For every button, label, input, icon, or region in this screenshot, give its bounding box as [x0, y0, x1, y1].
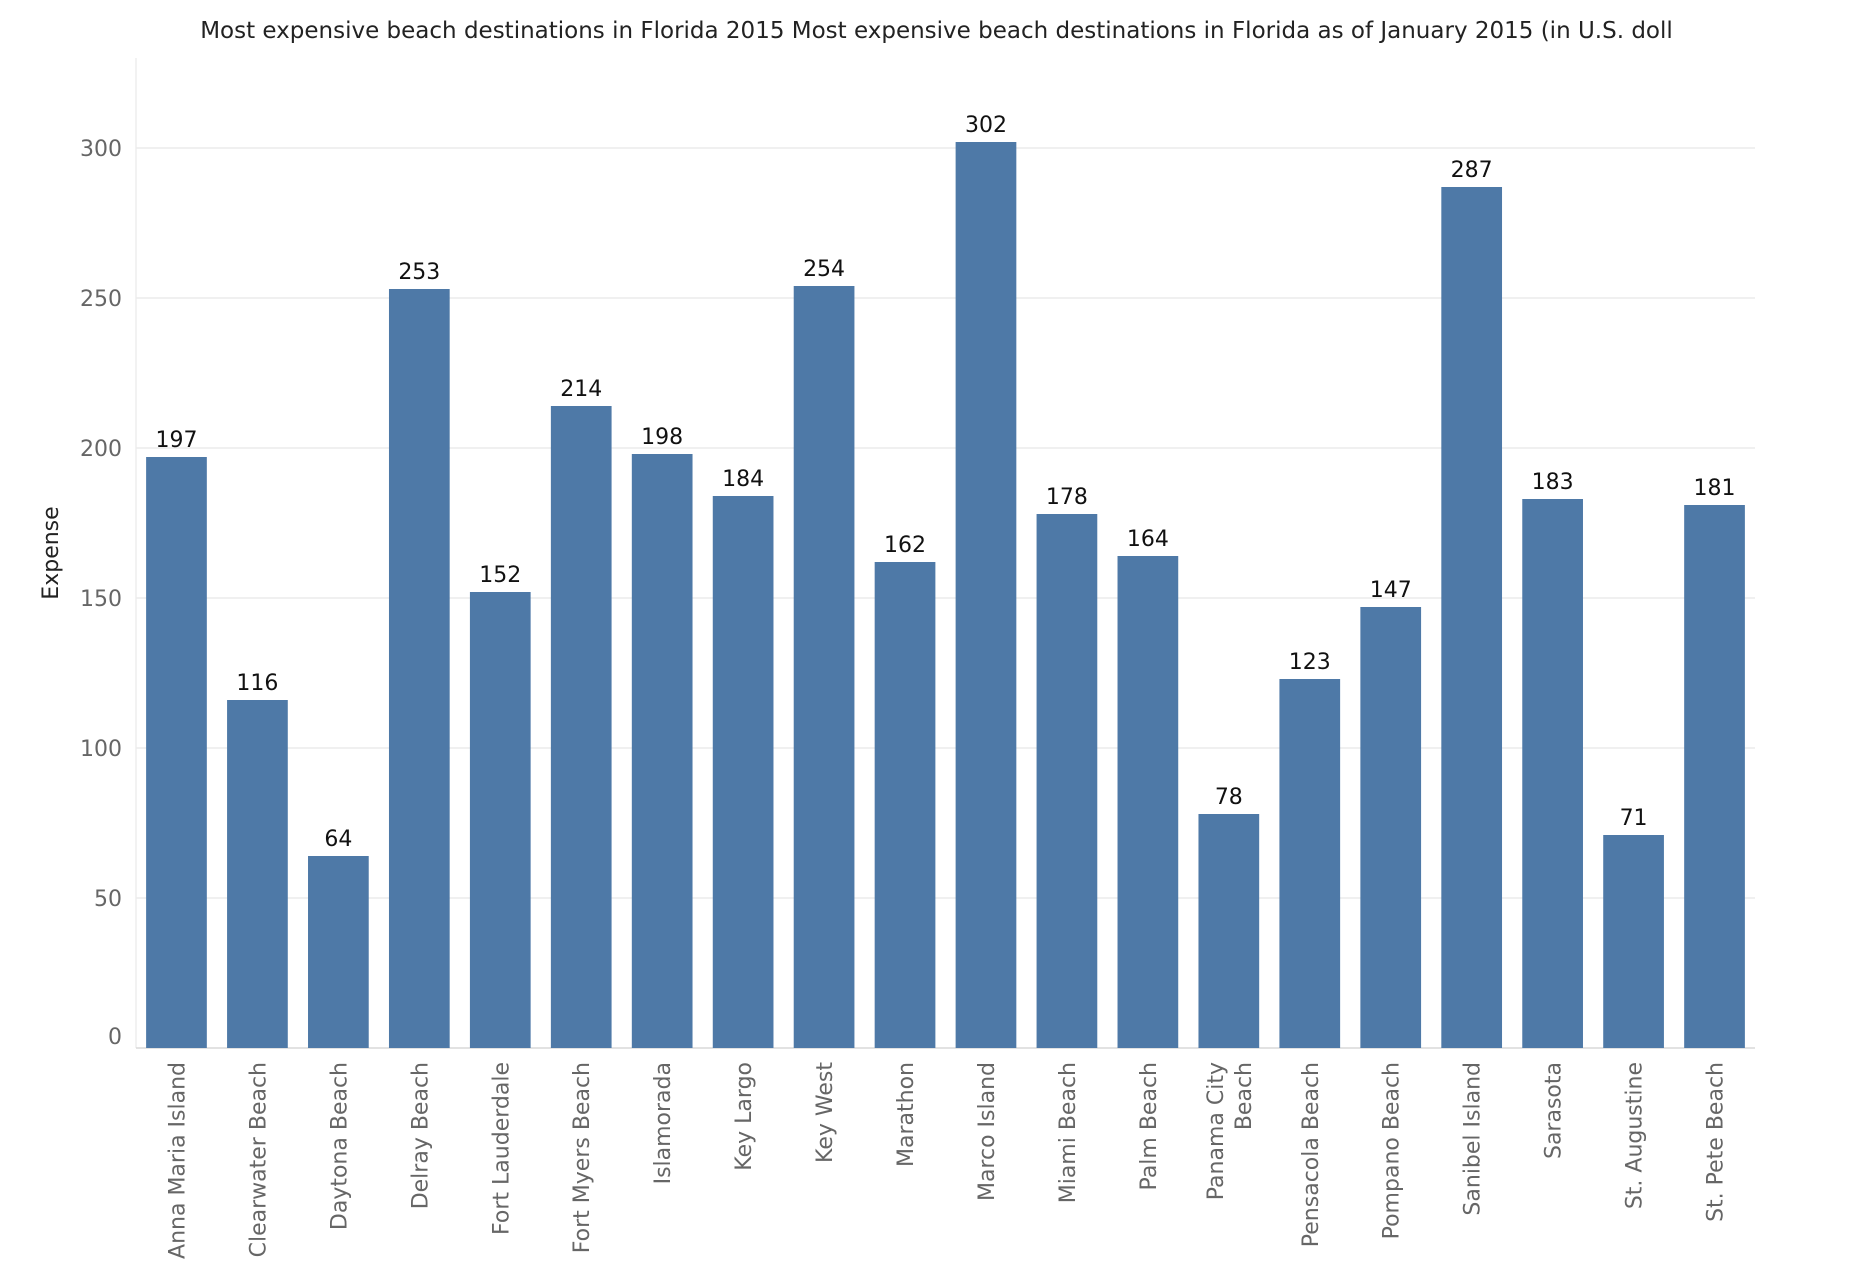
bar[interactable] [1117, 556, 1179, 1048]
data-label: 287 [1451, 158, 1493, 183]
x-tick-label: Fort Lauderdale [489, 1062, 514, 1235]
data-label: 184 [722, 467, 764, 492]
x-tick-label: Key Largo [732, 1062, 757, 1171]
data-label: 78 [1215, 785, 1243, 810]
bar[interactable] [550, 406, 612, 1048]
bar[interactable] [955, 142, 1017, 1048]
data-label: 116 [236, 671, 278, 696]
x-tick-label: Daytona Beach [327, 1062, 352, 1230]
bar[interactable] [631, 454, 693, 1048]
chart-title: Most expensive beach destinations in Flo… [200, 18, 1673, 44]
x-tick-label: Miami Beach [1056, 1062, 1081, 1203]
data-label: 71 [1620, 806, 1648, 831]
y-tick-label: 200 [80, 437, 122, 462]
data-label: 162 [884, 533, 926, 558]
bar[interactable] [1198, 814, 1260, 1048]
x-tick-label: Sarasota [1542, 1062, 1567, 1159]
x-tick-label: Palm Beach [1137, 1062, 1162, 1190]
bar[interactable] [227, 700, 288, 1048]
bar[interactable] [874, 562, 936, 1048]
data-label: 302 [965, 113, 1007, 138]
data-label: 254 [803, 257, 845, 282]
y-axis-title: Expense [39, 506, 64, 599]
x-tick-label: Islamorada [651, 1062, 676, 1184]
bar[interactable] [1684, 505, 1745, 1048]
data-label: 178 [1046, 485, 1088, 510]
data-label: 214 [560, 377, 602, 402]
x-tick-label: Marathon [894, 1062, 919, 1167]
x-tick-label: St. Augustine [1623, 1062, 1648, 1209]
data-label: 197 [155, 428, 197, 453]
bar[interactable] [146, 457, 207, 1048]
x-tick-label: Pensacola Beach [1299, 1062, 1324, 1247]
data-label: 181 [1694, 476, 1736, 501]
bar[interactable] [712, 496, 774, 1048]
data-label: 64 [324, 827, 352, 852]
data-label: 198 [641, 425, 683, 450]
bar[interactable] [469, 592, 531, 1048]
bar[interactable] [388, 289, 450, 1048]
x-tick-label: Anna Maria Island [165, 1062, 190, 1259]
y-tick-label: 0 [108, 1025, 122, 1050]
x-tick-label: Clearwater Beach [246, 1062, 271, 1257]
bar[interactable] [1603, 835, 1664, 1048]
bar[interactable] [1441, 187, 1503, 1048]
data-label: 183 [1532, 470, 1574, 495]
data-label: 147 [1370, 578, 1412, 603]
x-tick-label: Pompano Beach [1380, 1062, 1405, 1239]
y-tick-label: 250 [80, 287, 122, 312]
data-label: 253 [398, 260, 440, 285]
bar[interactable] [1279, 679, 1341, 1048]
data-label: 152 [479, 563, 521, 588]
y-tick-label: 150 [80, 587, 122, 612]
x-tick-label: Panama City Beach [1204, 1062, 1257, 1200]
x-tick-label: Sanibel Island [1461, 1062, 1486, 1216]
y-tick-label: 300 [80, 137, 122, 162]
bar[interactable] [1360, 607, 1422, 1048]
x-tick-label: Key West [813, 1062, 838, 1163]
bar[interactable] [308, 856, 369, 1048]
data-label: 123 [1289, 650, 1331, 675]
bar[interactable] [1036, 514, 1098, 1048]
x-tick-label: Delray Beach [408, 1062, 433, 1209]
bar[interactable] [793, 286, 855, 1048]
x-tick-label: Fort Myers Beach [570, 1062, 595, 1253]
y-tick-label: 50 [94, 887, 122, 912]
data-label: 164 [1127, 527, 1169, 552]
x-tick-label: Marco Island [975, 1062, 1000, 1201]
x-tick-label: St. Pete Beach [1704, 1062, 1729, 1222]
bar[interactable] [1522, 499, 1583, 1048]
y-tick-label: 100 [80, 737, 122, 762]
